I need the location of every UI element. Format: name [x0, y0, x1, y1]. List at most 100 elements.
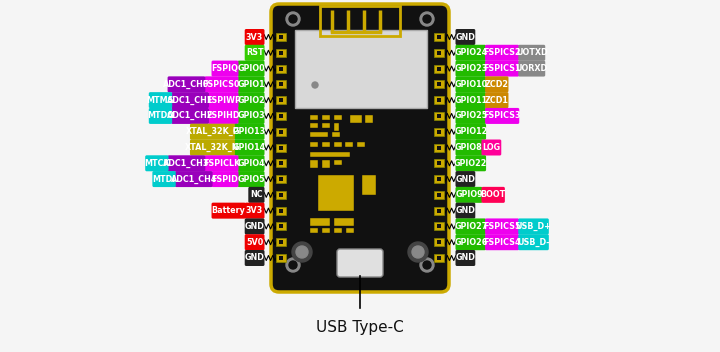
Text: FSPICS3: FSPICS3: [483, 112, 521, 120]
FancyBboxPatch shape: [456, 92, 486, 108]
Text: FSPIWP: FSPIWP: [206, 96, 240, 105]
FancyBboxPatch shape: [518, 45, 545, 61]
Bar: [334, 218, 354, 226]
Bar: [279, 177, 283, 181]
Text: FSPICS5: FSPICS5: [483, 222, 521, 231]
Bar: [276, 159, 286, 167]
Text: GND: GND: [456, 175, 475, 184]
Circle shape: [286, 258, 300, 272]
Text: GPIO11: GPIO11: [454, 96, 487, 105]
Text: FSPICS2: FSPICS2: [483, 48, 521, 57]
Bar: [437, 145, 441, 150]
Bar: [279, 35, 283, 39]
FancyBboxPatch shape: [234, 139, 264, 156]
Text: ADC1_CH1: ADC1_CH1: [167, 96, 213, 105]
Text: GPIO0: GPIO0: [237, 64, 265, 73]
FancyBboxPatch shape: [171, 108, 209, 124]
FancyBboxPatch shape: [456, 108, 486, 124]
FancyBboxPatch shape: [456, 234, 486, 250]
FancyBboxPatch shape: [238, 92, 264, 108]
Text: GPIO2: GPIO2: [237, 96, 265, 105]
Circle shape: [312, 82, 318, 88]
Text: MTCK: MTCK: [144, 159, 170, 168]
Bar: [276, 112, 286, 120]
Bar: [434, 33, 444, 41]
Bar: [437, 67, 441, 70]
Text: GND: GND: [456, 32, 475, 42]
Bar: [310, 218, 330, 226]
FancyBboxPatch shape: [456, 155, 486, 171]
Bar: [276, 175, 286, 183]
FancyBboxPatch shape: [190, 139, 235, 156]
Text: USB_D-: USB_D-: [517, 238, 550, 247]
Bar: [276, 33, 286, 41]
Text: GPIO22: GPIO22: [454, 159, 487, 168]
FancyBboxPatch shape: [208, 92, 238, 108]
Circle shape: [289, 15, 297, 23]
FancyBboxPatch shape: [248, 187, 264, 203]
Text: GPIO25: GPIO25: [454, 112, 487, 120]
Bar: [437, 130, 441, 134]
Text: USB Type-C: USB Type-C: [316, 320, 404, 335]
Circle shape: [423, 261, 431, 269]
Bar: [276, 222, 286, 231]
Text: Battery: Battery: [212, 206, 246, 215]
Bar: [279, 51, 283, 55]
FancyBboxPatch shape: [456, 203, 475, 219]
Text: GPIO9: GPIO9: [455, 190, 483, 199]
FancyBboxPatch shape: [518, 234, 549, 250]
Bar: [437, 82, 441, 86]
Bar: [434, 191, 444, 199]
Text: UOTXD: UOTXD: [516, 48, 547, 57]
Text: LOG: LOG: [482, 143, 500, 152]
FancyBboxPatch shape: [485, 76, 508, 92]
Circle shape: [423, 15, 431, 23]
FancyBboxPatch shape: [238, 155, 264, 171]
Text: ADC1_CH2: ADC1_CH2: [167, 111, 213, 120]
FancyBboxPatch shape: [238, 76, 264, 92]
Text: 3V3: 3V3: [246, 206, 264, 215]
FancyBboxPatch shape: [337, 249, 383, 277]
Bar: [334, 115, 342, 120]
FancyBboxPatch shape: [456, 76, 486, 92]
Bar: [276, 49, 286, 57]
Bar: [310, 142, 318, 147]
FancyBboxPatch shape: [149, 108, 172, 124]
Bar: [437, 114, 441, 118]
Text: XTAL_32K_P: XTAL_32K_P: [186, 127, 239, 136]
Bar: [279, 209, 283, 213]
Bar: [434, 80, 444, 88]
Bar: [322, 142, 330, 147]
Text: 3V3: 3V3: [246, 32, 264, 42]
Bar: [279, 67, 283, 70]
Text: GPIO10: GPIO10: [454, 80, 487, 89]
Bar: [437, 193, 441, 197]
Bar: [310, 115, 318, 120]
Text: GPIO1: GPIO1: [237, 80, 265, 89]
FancyBboxPatch shape: [168, 155, 205, 171]
FancyBboxPatch shape: [245, 234, 264, 250]
Bar: [322, 115, 330, 120]
Bar: [334, 160, 342, 165]
FancyBboxPatch shape: [485, 61, 519, 77]
Text: GPIO26: GPIO26: [454, 238, 487, 247]
FancyBboxPatch shape: [456, 171, 475, 187]
Bar: [434, 49, 444, 57]
Bar: [310, 132, 328, 137]
FancyBboxPatch shape: [204, 76, 238, 92]
FancyBboxPatch shape: [208, 108, 238, 124]
Text: NC: NC: [250, 190, 263, 199]
Text: USB_D+: USB_D+: [516, 222, 552, 231]
Bar: [334, 142, 342, 147]
Bar: [345, 142, 353, 147]
FancyBboxPatch shape: [153, 171, 176, 187]
Text: ZCD2: ZCD2: [485, 80, 509, 89]
FancyBboxPatch shape: [149, 92, 172, 108]
Bar: [322, 228, 330, 233]
FancyBboxPatch shape: [456, 29, 475, 45]
Text: GPIO8: GPIO8: [455, 143, 483, 152]
Text: RST: RST: [246, 48, 264, 57]
Bar: [279, 193, 283, 197]
Circle shape: [408, 242, 428, 262]
FancyBboxPatch shape: [485, 92, 508, 108]
